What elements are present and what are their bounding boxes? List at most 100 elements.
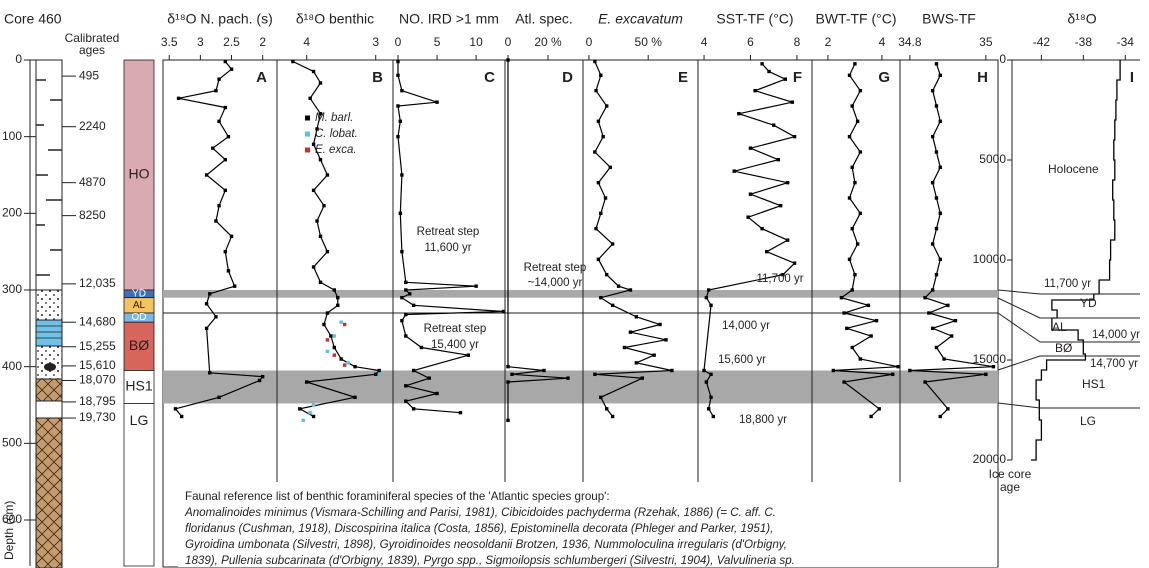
data-point [702,368,706,373]
data-point [664,338,668,342]
data-point [208,371,212,375]
data-point [325,249,330,254]
data-point [396,134,400,139]
age-axis-title: ages [79,43,105,57]
depth-tick-label: 0 [15,52,22,66]
data-point [596,180,601,185]
data-point [223,157,227,162]
panel-title: Atl. spec. [515,11,573,27]
data-point [466,353,470,357]
data-point [308,410,312,415]
data-point [594,88,598,93]
x-tick-label: -34 [1117,35,1135,49]
data-line [833,63,899,417]
data-point [214,315,218,319]
depth-tick-label: 500 [2,436,22,450]
y-tick-label: 0 [999,52,1006,66]
note-line: Anomalinoides minimus (Vismara-Schilling… [184,506,776,519]
data-point [298,407,302,411]
data-point [603,196,608,200]
legend-marker [305,115,310,121]
age-label: 4870 [79,175,106,189]
zone-label: YD [1080,296,1097,310]
data-point [325,349,330,354]
data-point [850,104,854,108]
x-tick-label: 10 [469,35,483,49]
data-point [934,226,939,231]
note-line: 1839), Pullenia subcarinata (d'Orbigny, … [185,554,795,567]
data-point [934,104,939,108]
x-tick-label: 3.5 [161,35,178,49]
zone-label: LG [130,412,149,428]
data-point [783,77,787,81]
x-tick-label: 4 [701,35,708,49]
annotation: 14,000 yr [722,320,770,332]
data-point [785,238,790,242]
annotation: 15,400 yr [431,339,479,351]
data-point [866,303,871,308]
x-tick-label: -38 [1075,35,1093,49]
data-point [229,67,234,71]
data-point [336,295,340,300]
data-point [984,372,988,377]
age-label: 18,070 [79,373,116,387]
panel-title: NO. IRD >1 mm [399,11,499,27]
data-point [342,363,347,367]
data-point [605,104,609,108]
data-point [706,288,711,292]
data-point [776,157,781,162]
data-point [858,88,863,93]
data-point [318,111,323,116]
data-point [850,165,854,170]
data-point [346,361,350,365]
age-label: 14,680 [79,314,116,328]
data-point [542,368,546,373]
data-point [670,368,674,373]
data-point [308,96,312,101]
data-point [896,364,900,369]
annotation: 15,600 yr [718,354,766,366]
data-point [858,357,863,361]
data-line [174,61,264,417]
data-point [474,284,478,288]
data-point [226,134,231,139]
data-point [946,407,950,411]
data-point [325,311,330,315]
data-point [229,234,234,239]
panel-title: δ¹⁸O benthic [296,11,374,27]
data-point [652,353,656,357]
data-point [214,88,218,93]
data-point [318,81,323,85]
x-tick-label: 3 [197,35,204,49]
x-tick-label: 2.5 [223,35,240,49]
data-point [223,249,227,254]
data-point [908,368,912,373]
data-point [778,203,783,208]
annotation: 11,600 yr [424,242,471,254]
data-point [949,334,954,338]
data-point [593,59,597,64]
depth-tick-label: 400 [2,359,22,373]
data-point [858,211,863,216]
lithology-column [35,59,63,568]
zone-label: YD [132,288,146,299]
shaded-band [163,290,998,298]
annotation: Retreat step [524,262,587,274]
data-point [325,173,330,177]
panel-title: SST-TF (°C) [716,11,793,27]
data-point [398,211,403,216]
data-point [506,418,510,423]
data-point [605,407,609,411]
data-point [336,303,340,308]
depth-tick-label: 100 [2,129,22,143]
data-point [953,318,958,323]
data-point [408,292,412,296]
legend-label: E. exca. [315,144,357,156]
data-point [411,407,416,411]
data-point [605,272,609,277]
data-point [785,180,790,185]
data-point [850,226,854,231]
panel-letter: G [878,69,890,86]
data-point [704,380,709,384]
